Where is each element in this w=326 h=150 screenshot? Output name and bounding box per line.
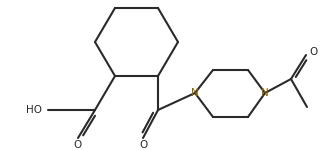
Text: O: O — [74, 140, 82, 150]
Text: O: O — [139, 140, 147, 150]
Text: HO: HO — [26, 105, 42, 115]
Text: N: N — [261, 88, 269, 98]
Text: O: O — [310, 47, 318, 57]
Text: N: N — [191, 88, 199, 98]
